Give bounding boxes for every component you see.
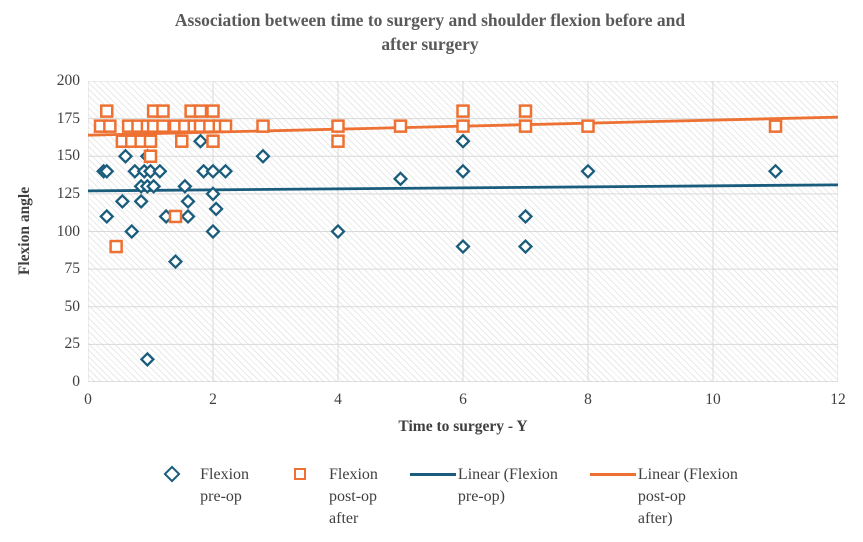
y-tick-label: 75	[64, 260, 81, 278]
data-point-pre-op	[455, 133, 471, 149]
data-point-post-op	[156, 104, 170, 118]
chart-title-line2: after surgery	[381, 34, 479, 54]
data-point-post-op	[175, 134, 189, 148]
diamond-marker-icon	[163, 465, 181, 483]
line-marker-icon	[589, 473, 636, 476]
data-point-post-op	[103, 119, 117, 133]
legend-marker	[409, 464, 456, 484]
data-point-pre-op	[180, 193, 196, 209]
data-point-post-op	[100, 104, 114, 118]
line-marker-icon	[409, 473, 456, 476]
x-tick-label: 10	[705, 391, 721, 408]
data-point-pre-op	[208, 201, 224, 217]
y-tick-label: 25	[64, 335, 81, 353]
chart-title-line1: Association between time to surgery and …	[174, 10, 686, 30]
data-point-pre-op	[455, 238, 471, 255]
x-tick-label: 12	[830, 391, 846, 408]
chart-legend: Flexion pre-op Flexion post-op after Linea…	[88, 464, 808, 530]
x-axis-title: Time to surgery - Y	[398, 418, 528, 435]
data-point-pre-op	[142, 163, 159, 179]
legend-item: Linear (Flexion post-op after)	[589, 464, 738, 530]
data-point-pre-op	[117, 148, 134, 164]
legend-item: Flexion pre-op	[158, 464, 249, 508]
plot-svg	[88, 81, 838, 382]
x-tick-label: 0	[84, 391, 92, 408]
y-tick-label: 100	[56, 222, 80, 240]
legend-label: Linear (Flexion post-op after)	[637, 466, 738, 527]
data-point-pre-op	[139, 351, 155, 367]
legend-item: Linear (Flexion pre-op)	[409, 464, 558, 508]
data-point-post-op	[193, 104, 208, 118]
data-point-post-op	[206, 134, 220, 148]
data-point-post-op	[331, 134, 345, 148]
data-point-post-op	[456, 119, 470, 133]
legend-marker	[287, 464, 321, 484]
square-marker-icon	[294, 468, 307, 480]
data-point-pre-op	[146, 178, 162, 194]
data-point-pre-op	[455, 163, 471, 179]
data-point-pre-op	[517, 238, 534, 255]
legend-label: Linear (Flexion pre-op)	[457, 466, 558, 505]
data-point-post-op	[143, 134, 158, 148]
data-point-post-op	[256, 119, 270, 133]
legend-marker	[158, 464, 192, 484]
data-point-pre-op	[217, 163, 234, 179]
y-tick-label: 0	[72, 373, 80, 390]
data-point-post-op	[768, 119, 783, 133]
data-point-pre-op	[255, 148, 271, 164]
data-point-post-op	[109, 239, 123, 254]
data-point-post-op	[456, 104, 470, 118]
data-point-post-op	[331, 119, 345, 133]
legend-item: Flexion post-op after	[287, 464, 378, 530]
data-point-pre-op	[99, 208, 115, 225]
data-point-pre-op	[192, 133, 209, 149]
data-point-post-op	[393, 119, 408, 133]
data-point-pre-op	[196, 163, 212, 179]
data-point-post-op	[518, 119, 533, 133]
y-tick-label: 150	[56, 147, 80, 165]
data-point-pre-op	[205, 186, 221, 202]
data-point-pre-op	[205, 223, 221, 240]
x-tick-label: 6	[459, 391, 467, 408]
data-point-pre-op	[114, 193, 130, 209]
data-point-pre-op	[152, 163, 168, 179]
data-point-post-op	[168, 209, 183, 224]
x-tick-label: 8	[584, 391, 592, 408]
data-point-pre-op	[392, 171, 409, 187]
data-point-pre-op	[177, 178, 193, 194]
legend-marker	[589, 464, 636, 484]
data-point-pre-op	[180, 208, 196, 225]
data-point-pre-op	[167, 254, 184, 270]
data-point-pre-op	[517, 208, 534, 225]
y-tick-label: 200	[56, 72, 80, 89]
chart-title: Association between time to surgery and …	[30, 8, 830, 56]
data-point-post-op	[143, 149, 158, 163]
plot-area	[88, 81, 838, 382]
data-point-pre-op	[99, 163, 115, 179]
x-tick-label: 4	[334, 391, 342, 408]
data-point-pre-op	[580, 163, 596, 179]
data-point-post-op	[581, 119, 595, 133]
data-point-post-op	[206, 104, 220, 118]
y-tick-label: 125	[56, 184, 80, 202]
data-point-post-op	[218, 119, 233, 133]
data-point-pre-op	[205, 163, 221, 179]
y-tick-label: 50	[64, 297, 81, 315]
data-point-post-op	[156, 119, 170, 133]
data-point-post-op	[518, 104, 533, 118]
legend-label: Flexion post-op after	[329, 466, 378, 527]
x-tick-label: 2	[209, 391, 217, 408]
legend-label: Flexion pre-op	[200, 466, 250, 505]
data-point-pre-op	[124, 223, 140, 240]
data-point-pre-op	[767, 163, 784, 179]
y-tick-label: 175	[56, 109, 80, 127]
data-point-pre-op	[330, 223, 346, 240]
data-point-pre-op	[127, 163, 143, 179]
data-point-pre-op	[133, 193, 149, 209]
